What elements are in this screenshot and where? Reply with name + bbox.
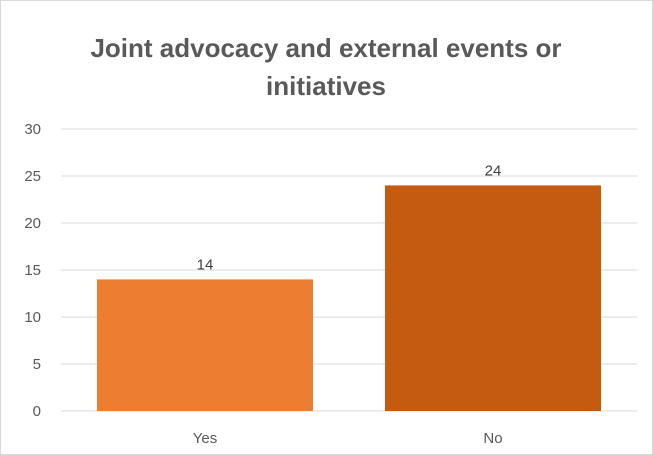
bar-no bbox=[385, 185, 601, 411]
y-tick-label: 0 bbox=[33, 403, 41, 420]
y-tick-label: 20 bbox=[24, 215, 41, 232]
data-label: 14 bbox=[197, 256, 214, 273]
x-axis-ticks: Yes No bbox=[193, 430, 503, 447]
x-tick-label: No bbox=[483, 430, 502, 447]
chart-title-line-2: initiatives bbox=[266, 71, 386, 101]
y-tick-label: 30 bbox=[24, 121, 41, 138]
data-label: 24 bbox=[485, 162, 502, 179]
y-tick-label: 25 bbox=[24, 168, 41, 185]
y-tick-label: 10 bbox=[24, 309, 41, 326]
bar-yes bbox=[97, 279, 313, 411]
chart-title-line-1: Joint advocacy and external events or bbox=[90, 33, 561, 63]
bars bbox=[97, 185, 601, 411]
x-tick-label: Yes bbox=[193, 430, 217, 447]
y-tick-label: 5 bbox=[33, 356, 41, 373]
data-labels: 14 24 bbox=[197, 162, 502, 273]
y-axis-ticks: 0 5 10 15 20 25 30 bbox=[24, 121, 41, 420]
y-tick-label: 15 bbox=[24, 262, 41, 279]
